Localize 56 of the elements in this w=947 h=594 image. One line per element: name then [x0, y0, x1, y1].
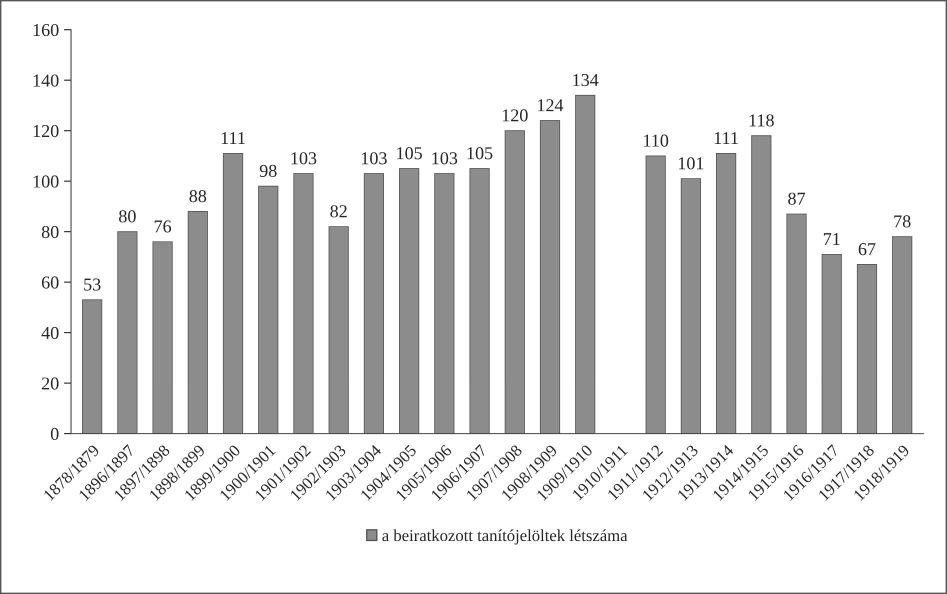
data-label: 98 — [260, 164, 277, 177]
data-label: 103 — [432, 152, 458, 164]
y-tick-label: 160 — [34, 24, 59, 36]
bar — [680, 178, 701, 434]
data-label: 67 — [858, 243, 876, 256]
bar — [434, 173, 454, 434]
bar — [82, 299, 102, 434]
data-label: 78 — [894, 215, 911, 228]
y-tick-label: 120 — [34, 124, 59, 138]
data-label: 103 — [362, 152, 387, 164]
y-tick-label: 60 — [42, 276, 59, 289]
data-label: 134 — [573, 74, 598, 86]
data-label: 124 — [538, 99, 564, 112]
data-label: 103 — [292, 152, 316, 164]
bar — [469, 168, 490, 434]
data-label: 87 — [788, 192, 806, 205]
bar — [152, 241, 173, 434]
data-label: 88 — [189, 190, 206, 202]
data-label: 111 — [714, 132, 738, 144]
legend-label: a beiratkozott tanítójelöltek létszáma — [382, 529, 628, 545]
data-label: 76 — [154, 220, 172, 233]
bar — [716, 152, 736, 434]
data-label: 105 — [397, 147, 422, 160]
bar — [364, 173, 384, 434]
bar — [822, 254, 842, 434]
bar — [188, 211, 208, 434]
bar — [540, 120, 560, 434]
data-label: 101 — [678, 157, 704, 170]
bar — [856, 264, 878, 434]
y-tick-label: 100 — [34, 175, 59, 188]
bar — [258, 186, 278, 434]
bar — [786, 214, 807, 434]
bar — [293, 173, 314, 434]
y-tick-label: 140 — [34, 74, 59, 87]
y-tick-label: 0 — [50, 428, 59, 440]
bar — [328, 226, 349, 434]
bar — [646, 156, 666, 434]
bar — [222, 152, 244, 434]
bar — [117, 231, 138, 434]
data-label: 105 — [468, 147, 492, 160]
bar — [751, 135, 772, 434]
bar — [399, 168, 420, 434]
data-label: 71 — [824, 233, 840, 245]
data-label: 53 — [84, 278, 100, 291]
data-label: 118 — [750, 114, 774, 127]
bar — [504, 130, 525, 434]
data-label: 82 — [330, 205, 347, 218]
data-label: 80 — [119, 210, 136, 222]
y-tick-label: 40 — [42, 326, 59, 340]
y-tick-label: 80 — [42, 226, 59, 238]
y-tick-label: 20 — [42, 377, 59, 390]
bar — [575, 94, 596, 434]
bar — [892, 236, 912, 434]
data-label: 120 — [502, 109, 528, 122]
data-label: 110 — [644, 134, 668, 147]
data-label: 111 — [222, 132, 245, 144]
